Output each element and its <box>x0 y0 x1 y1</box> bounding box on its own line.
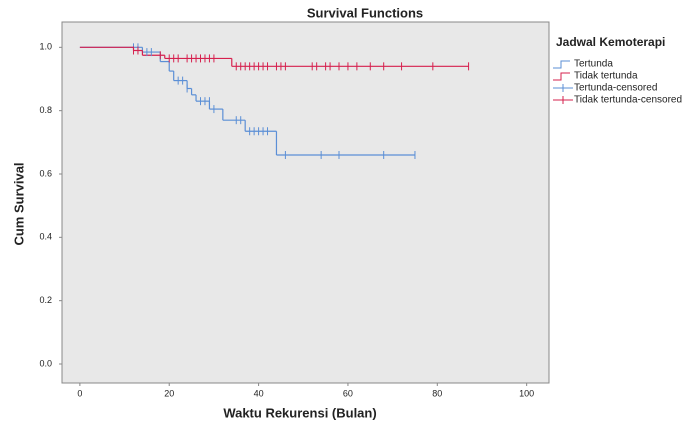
x-tick-label: 80 <box>432 388 442 398</box>
legend-label: Tidak tertunda-censored <box>574 95 682 106</box>
y-tick-label: 0.2 <box>39 295 52 305</box>
chart-title: Survival Functions <box>307 5 423 20</box>
plot-area <box>61 21 550 384</box>
legend-symbol <box>553 72 570 81</box>
legend-title: Jadwal Kemoterapi <box>556 35 665 49</box>
x-tick-label: 100 <box>519 388 534 398</box>
y-tick-label: 0.6 <box>39 168 52 178</box>
y-tick-label: 0.8 <box>39 105 52 115</box>
y-tick-label: 0.4 <box>39 232 52 242</box>
y-axis-label: Cum Survival <box>11 162 26 245</box>
legend-label: Tidak tertunda <box>574 71 638 82</box>
y-tick-label: 0.0 <box>39 358 52 368</box>
x-tick-label: 60 <box>343 388 353 398</box>
x-axis-label: Waktu Rekurensi (Bulan) <box>223 405 376 420</box>
x-tick-label: 20 <box>164 388 174 398</box>
y-tick-label: 1.0 <box>39 42 52 52</box>
legend-symbol <box>553 60 570 69</box>
x-tick-label: 40 <box>254 388 264 398</box>
legend-label: Tertunda <box>574 59 613 70</box>
x-tick-label: 0 <box>77 388 82 398</box>
legend-label: Tertunda-censored <box>574 83 657 94</box>
